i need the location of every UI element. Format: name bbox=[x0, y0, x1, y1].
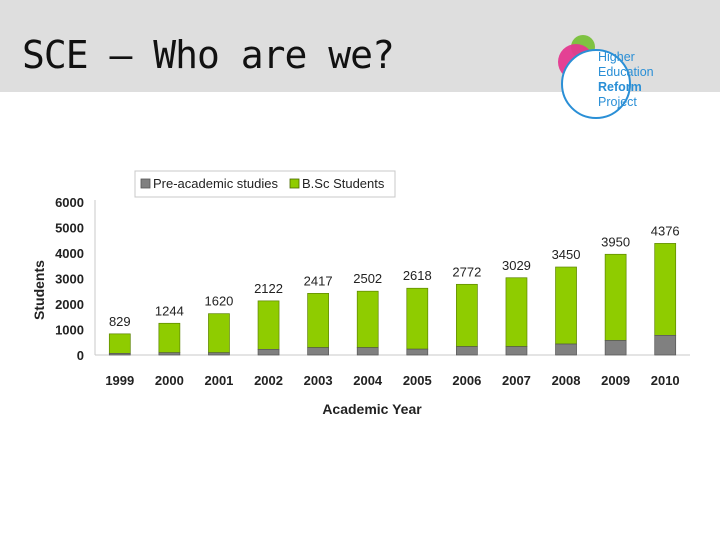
y-axis-label: Students bbox=[31, 260, 47, 320]
bar-total-label: 2417 bbox=[304, 273, 333, 288]
bar-bsc-students bbox=[158, 322, 181, 354]
y-tick-label: 6000 bbox=[55, 195, 84, 210]
bar-bsc-students bbox=[654, 243, 677, 336]
bar-bsc-students bbox=[456, 283, 478, 347]
bar-total-label: 2772 bbox=[452, 264, 481, 279]
x-tick-label: 2007 bbox=[502, 373, 531, 388]
bar-bsc-students bbox=[604, 253, 627, 341]
bar-pre-academic bbox=[356, 347, 379, 356]
y-tick-label: 2000 bbox=[55, 297, 84, 312]
legend-swatch-bsc bbox=[289, 178, 300, 189]
bar-pre-academic bbox=[208, 352, 230, 356]
bar-bsc-students bbox=[257, 300, 280, 350]
logo-line: Education bbox=[598, 65, 654, 79]
bar-bsc-students bbox=[307, 293, 329, 348]
y-tick-label: 4000 bbox=[55, 246, 84, 261]
x-tick-label: 2009 bbox=[601, 373, 630, 388]
bar-bsc-students bbox=[505, 277, 528, 347]
bars: 829 1244 1620 2122 2417 2502 2618 2772 3029 3450 3… bbox=[108, 223, 680, 356]
logo-line: Reform bbox=[598, 80, 642, 94]
bar-total-label: 829 bbox=[109, 314, 131, 329]
bar-total-label: 2122 bbox=[254, 281, 283, 296]
bar-total-label: 3029 bbox=[502, 258, 531, 273]
bar-pre-academic bbox=[307, 347, 329, 356]
chart-legend: Pre-academic studies B.Sc Students bbox=[134, 170, 396, 198]
bar-pre-academic bbox=[158, 352, 181, 356]
bar-pre-academic bbox=[654, 335, 677, 356]
x-tick-label: 2004 bbox=[353, 373, 383, 388]
bar-pre-academic bbox=[505, 346, 528, 356]
logo-circles-icon bbox=[558, 35, 631, 119]
x-tick-label: 2005 bbox=[403, 373, 432, 388]
bar-total-label: 1620 bbox=[204, 294, 233, 309]
y-tick-label: 0 bbox=[77, 348, 84, 363]
x-tick-label: 2008 bbox=[552, 373, 581, 388]
bar-bsc-students bbox=[555, 266, 577, 345]
y-tick-label: 3000 bbox=[55, 272, 84, 287]
legend-box bbox=[134, 170, 396, 198]
bar-bsc-students bbox=[406, 287, 429, 350]
bar-pre-academic bbox=[406, 348, 429, 356]
bar-total-label: 3450 bbox=[552, 247, 581, 262]
bar-total-label: 3950 bbox=[601, 234, 630, 249]
bar-total-label: 2618 bbox=[403, 268, 432, 283]
bar-pre-academic bbox=[555, 343, 577, 356]
bar-pre-academic bbox=[456, 346, 478, 356]
bar-pre-academic bbox=[604, 340, 627, 356]
legend-swatch-pre-academic bbox=[140, 178, 151, 189]
x-axis-label: Academic Year bbox=[322, 401, 422, 417]
bar-bsc-students bbox=[356, 290, 379, 348]
logo-line: Project bbox=[598, 95, 637, 109]
y-tick-label: 1000 bbox=[55, 323, 84, 338]
hero-logo: Higher Education Reform Project bbox=[556, 30, 676, 122]
bar-bsc-students bbox=[108, 333, 131, 354]
x-tick-labels: 1999 2000 2001 2002 2003 2004 2005 2006 2007 2008… bbox=[105, 373, 679, 388]
y-tick-labels: 0 1000 2000 3000 4000 5000 6000 bbox=[55, 195, 84, 363]
logo-text: Higher Education Reform Project bbox=[598, 50, 654, 110]
x-tick-label: 2002 bbox=[254, 373, 283, 388]
logo-line: Higher bbox=[598, 50, 635, 64]
bar-total-label: 4376 bbox=[651, 223, 680, 238]
legend-label: Pre-academic studies bbox=[153, 176, 278, 191]
x-tick-label: 2006 bbox=[452, 373, 481, 388]
legend-label: B.Sc Students bbox=[302, 176, 385, 191]
bar-bsc-students bbox=[208, 313, 230, 354]
x-tick-label: 1999 bbox=[105, 373, 134, 388]
bar-total-label: 2502 bbox=[353, 271, 382, 286]
x-tick-label: 2000 bbox=[155, 373, 184, 388]
bar-pre-academic bbox=[108, 353, 131, 356]
slide-title: SCE – Who are we? bbox=[22, 33, 395, 77]
bar-total-label: 1244 bbox=[155, 303, 184, 318]
bar-pre-academic bbox=[257, 349, 280, 356]
x-tick-label: 2003 bbox=[304, 373, 333, 388]
x-tick-label: 2010 bbox=[651, 373, 680, 388]
x-tick-label: 2001 bbox=[204, 373, 233, 388]
y-tick-label: 5000 bbox=[55, 221, 84, 236]
